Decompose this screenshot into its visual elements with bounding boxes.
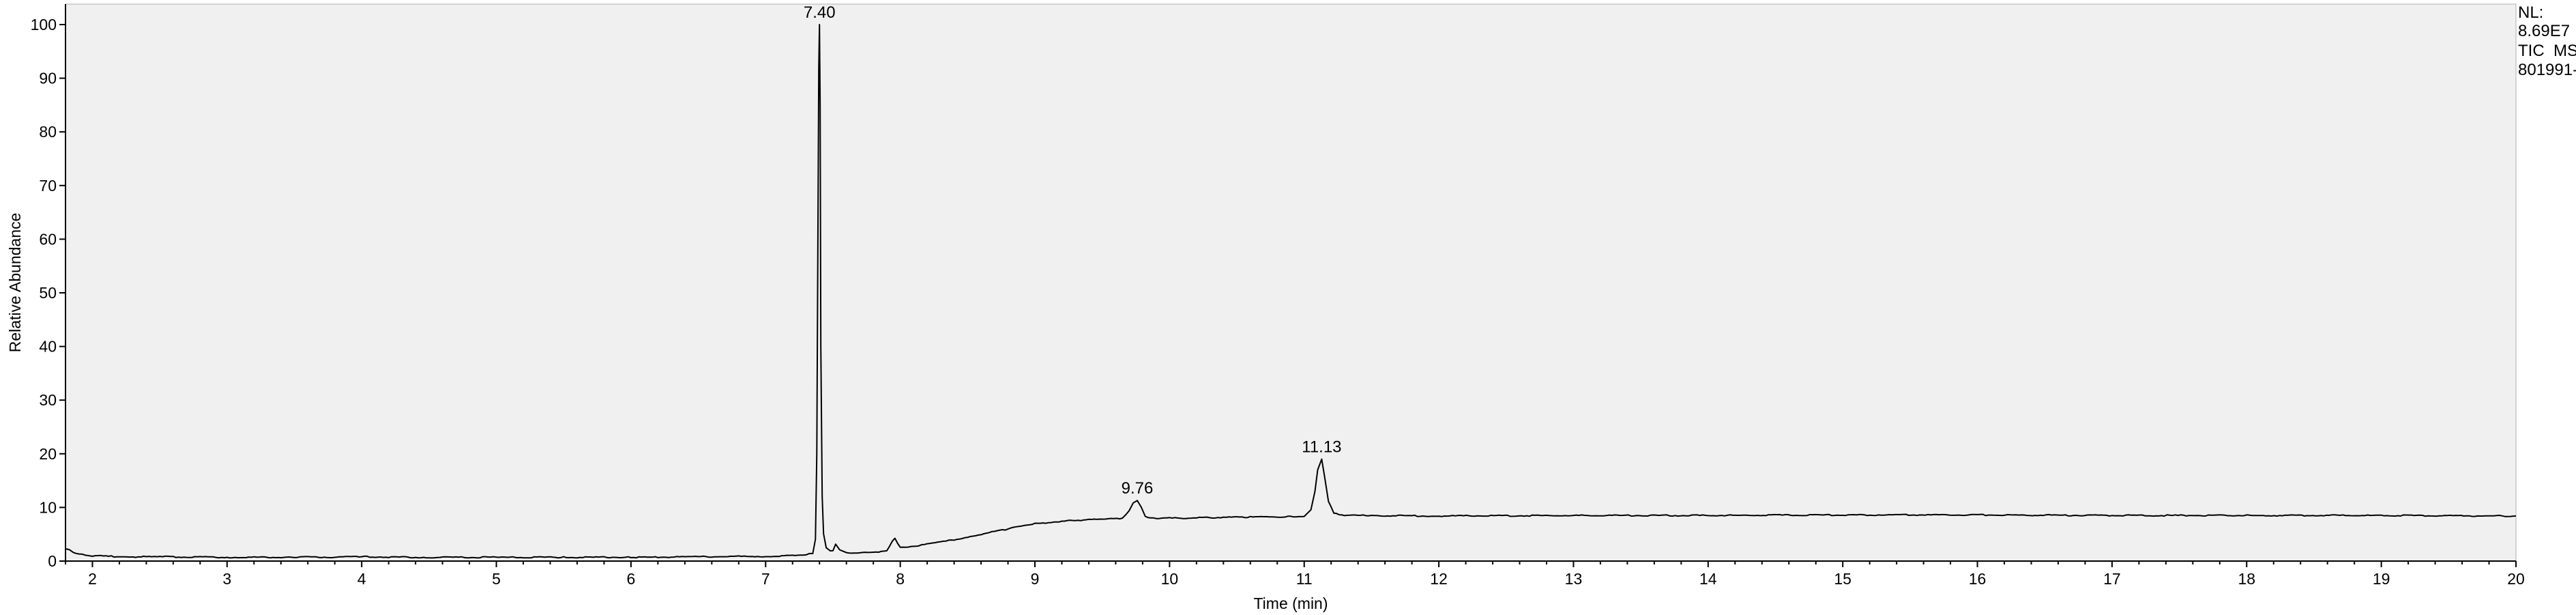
- y-tick-label: 90: [39, 70, 57, 87]
- x-tick-label: 5: [492, 570, 501, 588]
- peak-label: 7.40: [804, 3, 836, 22]
- y-tick-label: 10: [39, 498, 57, 516]
- y-tick-label: 20: [39, 445, 57, 463]
- peak-label: 9.76: [1122, 479, 1154, 498]
- scan-filter-label: TIC MS: [2518, 42, 2576, 60]
- x-tick-label: 4: [357, 570, 366, 588]
- x-tick-label: 7: [761, 570, 770, 588]
- y-tick-label: 0: [48, 552, 57, 570]
- x-tick-label: 2: [88, 570, 97, 588]
- y-tick-label: 40: [39, 338, 57, 356]
- y-tick-label: 80: [39, 123, 57, 141]
- file-name-label: 801991-: [2518, 61, 2576, 79]
- y-axis-ticks: 0 10 20 30 40 50 60 70 80 90 100: [31, 16, 65, 570]
- x-axis-ticks: 2 3 4 5 6 7 8 9 10 11 12 13 14 15 16 17 18 19 20: [65, 561, 2525, 588]
- x-tick-label: 6: [627, 570, 636, 588]
- x-tick-label: 10: [1161, 570, 1179, 588]
- x-tick-label: 9: [1031, 570, 1040, 588]
- x-tick-label: 12: [1430, 570, 1448, 588]
- x-axis-label: Time (min): [1253, 595, 1328, 612]
- x-tick-label: 15: [1834, 570, 1852, 588]
- x-tick-label: 13: [1565, 570, 1583, 588]
- y-axis-label: Relative Abundance: [6, 213, 24, 353]
- x-tick-label: 20: [2507, 570, 2525, 588]
- x-tick-label: 16: [1969, 570, 1987, 588]
- x-tick-label: 17: [2103, 570, 2121, 588]
- x-tick-label: 3: [222, 570, 231, 588]
- x-tick-label: 19: [2373, 570, 2390, 588]
- x-tick-label: 11: [1296, 570, 1313, 588]
- peak-label: 11.13: [1302, 438, 1341, 457]
- y-tick-label: 100: [31, 16, 57, 33]
- x-tick-label: 18: [2238, 570, 2255, 588]
- nl-value: 8.69E7: [2518, 22, 2570, 40]
- y-tick-label: 60: [39, 230, 57, 248]
- x-tick-label: 8: [896, 570, 905, 588]
- y-tick-label: 50: [39, 284, 57, 302]
- y-tick-label: 30: [39, 391, 57, 409]
- peak-labels: 7.40 9.76 11.13: [804, 3, 1342, 498]
- x-tick-label: 14: [1699, 570, 1717, 588]
- tic-trace-line: [65, 24, 2517, 559]
- plot-area: [65, 3, 2517, 562]
- y-tick-label: 70: [39, 177, 57, 195]
- nl-label: NL:: [2518, 3, 2543, 22]
